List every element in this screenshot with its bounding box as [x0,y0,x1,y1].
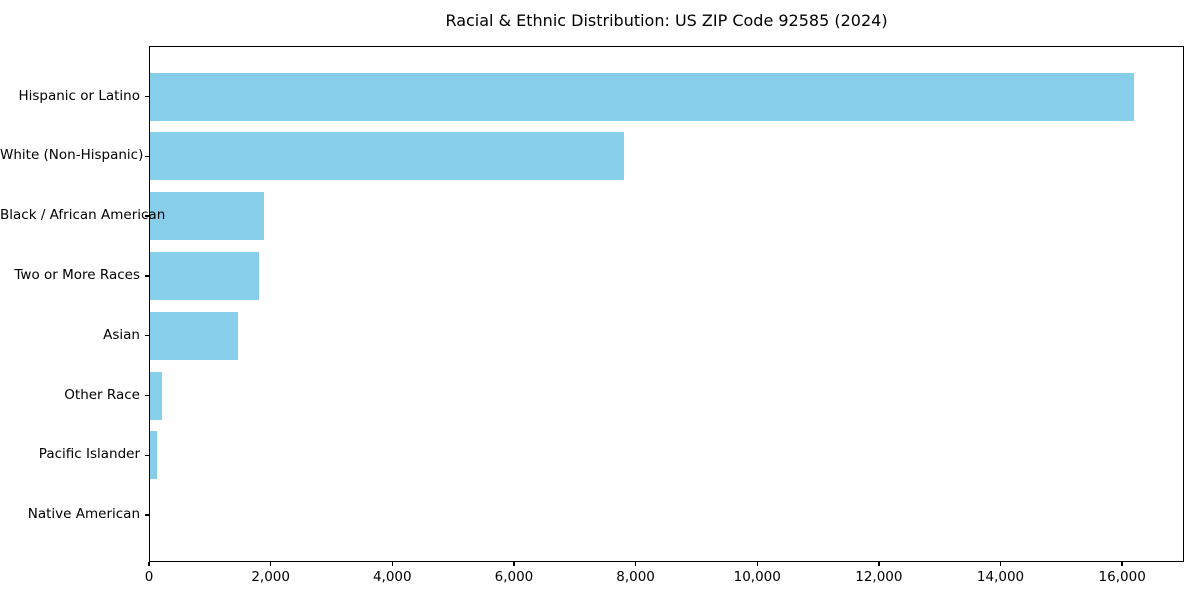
x-tick-label: 12,000 [855,569,903,585]
x-tick-mark [999,562,1002,566]
x-tick-label: 10,000 [733,569,781,585]
bar [150,192,264,241]
y-tick-label: Two or More Races [14,266,140,283]
x-tick-mark [1121,562,1123,566]
x-tick-label: 6,000 [494,569,534,585]
y-tick-mark [145,514,149,516]
y-tick-mark [145,215,149,217]
y-tick-mark [145,454,149,456]
x-tick-mark [513,562,515,566]
x-tick-label: 0 [144,569,154,585]
bar [150,132,624,181]
y-tick-label: Black / African American [0,207,166,224]
y-tick-label: Native American [27,506,140,523]
y-tick-label: White (Non-Hispanic) [0,147,144,164]
x-tick-label: 16,000 [1098,569,1146,585]
x-tick-mark [148,562,150,566]
y-tick-label: Hispanic or Latino [18,87,140,104]
x-tick-mark [391,562,393,566]
y-tick-label: Asian [103,326,140,343]
x-tick-mark [269,562,272,566]
y-tick-label: Pacific Islander [38,446,140,463]
y-tick-mark [145,95,149,98]
y-tick-mark [145,335,149,337]
y-tick-label: Other Race [64,386,140,403]
plot-area [149,46,1184,562]
bar [150,251,259,300]
x-tick-mark [634,562,637,566]
x-tick-label: 8,000 [616,569,655,585]
x-tick-label: 4,000 [372,569,412,585]
y-tick-mark [145,275,149,277]
y-tick-mark [145,155,149,157]
x-tick-mark [878,562,880,566]
bar [150,72,1134,121]
bar [150,371,162,420]
x-tick-mark [756,562,758,566]
bar [150,431,157,480]
x-tick-label: 14,000 [976,569,1025,585]
y-tick-mark [145,394,149,397]
bar [150,311,238,360]
chart-title: Racial & Ethnic Distribution: US ZIP Cod… [445,11,888,30]
x-tick-label: 2,000 [251,569,290,585]
